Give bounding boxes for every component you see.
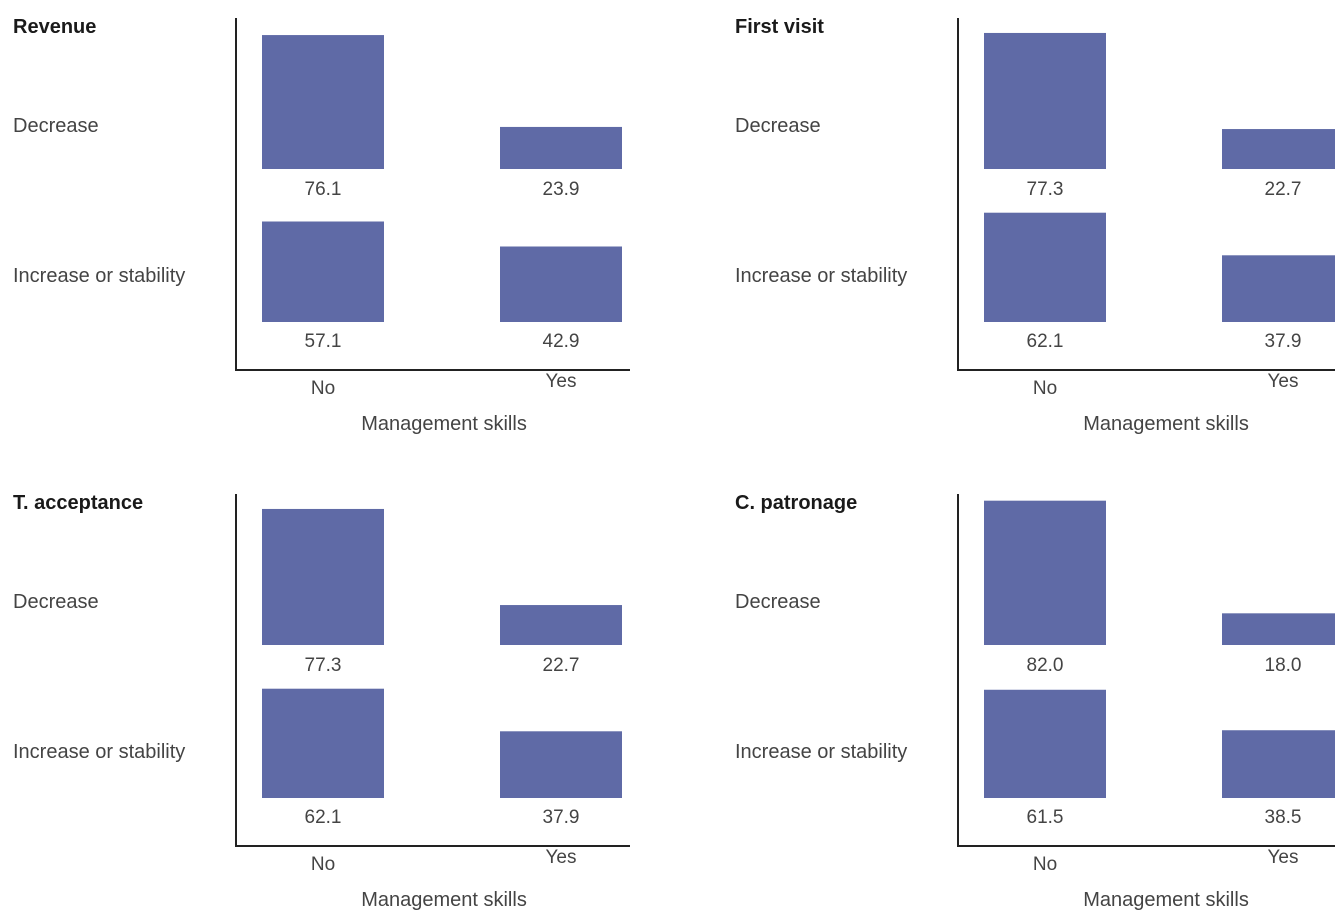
bar	[1222, 613, 1335, 645]
x-tick-label: Yes	[1268, 371, 1299, 392]
bar	[1222, 730, 1335, 798]
data-label: 22.7	[1265, 179, 1302, 200]
chart-title: Revenue	[13, 16, 96, 38]
data-label: 77.3	[1027, 179, 1064, 200]
row-label: Increase or stability	[13, 265, 185, 287]
data-label: 62.1	[305, 807, 342, 828]
data-label: 82.0	[1027, 655, 1064, 676]
bar	[1222, 255, 1335, 322]
x-tick-label: Yes	[546, 847, 577, 868]
chart-panel-3: T. acceptance Decrease 77.3 22.7 Increase or…	[13, 492, 630, 911]
x-tick-label: No	[1033, 854, 1057, 875]
data-label: 76.1	[305, 179, 342, 200]
data-label: 38.5	[1265, 807, 1302, 828]
x-tick-label: No	[1033, 378, 1057, 399]
x-axis-title: Management skills	[361, 413, 527, 435]
bar	[984, 689, 1106, 798]
bar	[500, 731, 622, 798]
data-label: 23.9	[543, 179, 580, 200]
x-axis-title: Management skills	[361, 889, 527, 911]
bar	[984, 32, 1106, 170]
row-label: Increase or stability	[13, 741, 185, 763]
x-tick-label: Yes	[546, 371, 577, 392]
bar	[262, 508, 384, 645]
data-label: 57.1	[305, 331, 342, 352]
data-label: 42.9	[543, 331, 580, 352]
bar	[500, 605, 622, 645]
row-label: Increase or stability	[735, 265, 907, 287]
data-label: 77.3	[305, 655, 342, 676]
bar	[262, 221, 384, 322]
row-label: Decrease	[735, 115, 821, 137]
x-tick-label: Yes	[1268, 847, 1299, 868]
x-axis-title: Management skills	[1083, 889, 1249, 911]
axis-lines	[235, 494, 630, 847]
data-label: 37.9	[1265, 331, 1302, 352]
x-tick-label: No	[311, 854, 335, 875]
data-label: 61.5	[1027, 807, 1064, 828]
chart-panel-4: C. patronage Decrease 82.0 18.0 Increase or …	[735, 492, 1335, 911]
row-label: Increase or stability	[735, 741, 907, 763]
x-tick-label: No	[311, 378, 335, 399]
axis-lines	[957, 18, 1335, 371]
bar	[1222, 129, 1335, 169]
data-label: 22.7	[543, 655, 580, 676]
row-label: Decrease	[13, 591, 99, 613]
bar	[262, 35, 384, 170]
bar	[984, 212, 1106, 322]
chart-title: C. patronage	[735, 492, 857, 514]
bar	[500, 246, 622, 322]
bar	[500, 126, 622, 169]
bar	[984, 500, 1106, 645]
chart-title: First visit	[735, 16, 824, 38]
row-label: Decrease	[13, 115, 99, 137]
x-axis-title: Management skills	[1083, 413, 1249, 435]
chart-panel-1: Revenue Decrease 76.1 23.9 Increase or stabi…	[13, 16, 630, 435]
data-label: 37.9	[543, 807, 580, 828]
row-label: Decrease	[735, 591, 821, 613]
axis-lines	[235, 18, 630, 371]
bar	[262, 688, 384, 798]
data-label: 62.1	[1027, 331, 1064, 352]
data-label: 18.0	[1265, 655, 1302, 676]
chart-title: T. acceptance	[13, 492, 143, 514]
chart-panel-2: First visit Decrease 77.3 22.7 Increase or s…	[735, 16, 1335, 435]
axis-lines	[957, 494, 1335, 847]
